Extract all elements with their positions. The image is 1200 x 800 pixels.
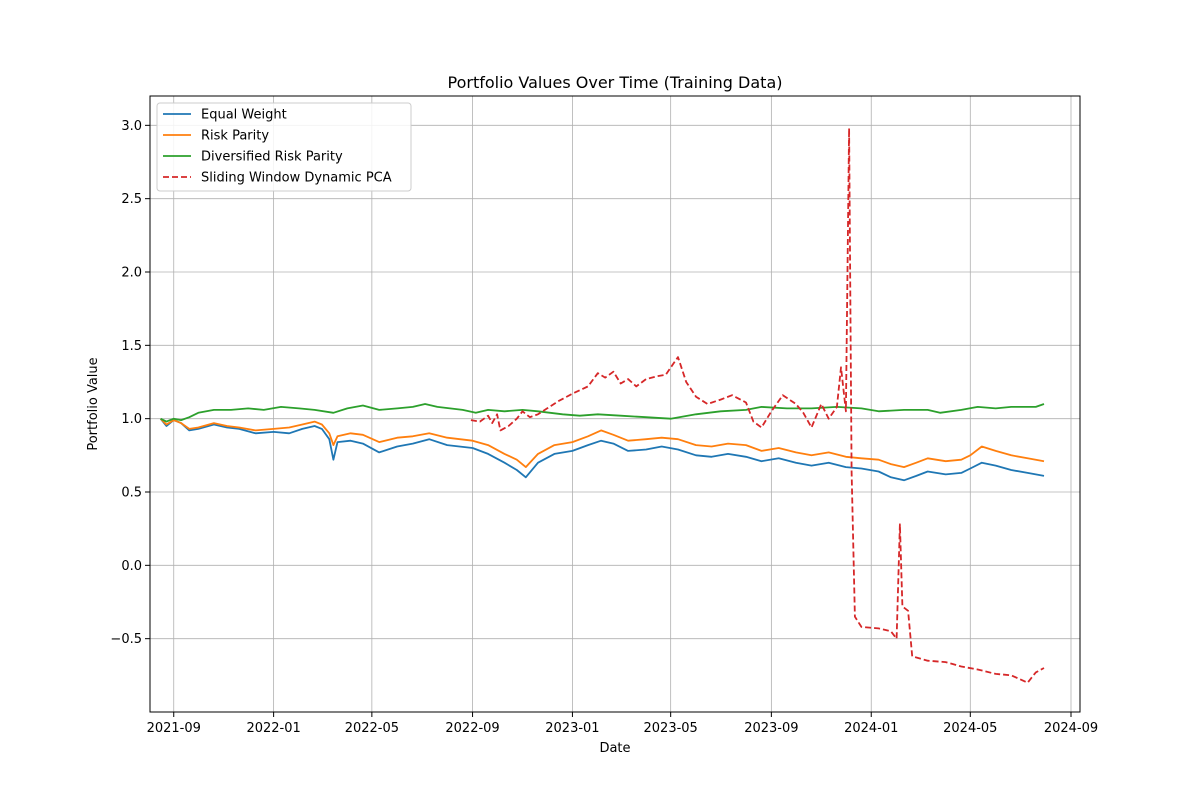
series-line-4: [470, 127, 1045, 684]
series-line-1: [159, 418, 1045, 482]
legend-label: Sliding Window Dynamic PCA: [201, 171, 392, 186]
y-tick-label: 3.0: [121, 119, 142, 134]
x-axis-label: Date: [599, 741, 630, 756]
x-tick-label: 2022-05: [345, 721, 399, 736]
plot-frame: [149, 95, 1081, 713]
y-tick-label: 0.5: [121, 486, 142, 501]
y-axis-ticks: −0.5 0.0 0.5 1.0 1.5 2.0 2.5 3.0: [110, 119, 150, 647]
y-tick-label: 2.5: [121, 192, 142, 207]
legend-label: Diversified Risk Parity: [201, 150, 343, 165]
legend: Equal Weight Risk Parity Diversified Risk …: [156, 102, 412, 192]
y-tick-label: −0.5: [110, 632, 142, 647]
legend-box: [156, 102, 412, 192]
chart-title: Portfolio Values Over Time (Training Dat…: [448, 73, 783, 92]
x-axis-ticks: 2021-09 2022-01 2022-05 2022-09 2023-01 2023-…: [147, 712, 1098, 736]
x-tick-label: 2024-05: [943, 721, 997, 736]
x-tick-label: 2023-01: [545, 721, 599, 736]
x-tick-label: 2024-01: [844, 721, 898, 736]
series-lines: [159, 127, 1045, 684]
series-line-2: [159, 418, 1045, 468]
x-tick-label: 2023-09: [744, 721, 798, 736]
y-tick-label: 1.5: [121, 339, 142, 354]
x-tick-label: 2022-01: [246, 721, 300, 736]
x-tick-label: 2023-05: [644, 721, 698, 736]
y-axis-label: Portfolio Value: [86, 357, 101, 450]
y-tick-label: 2.0: [121, 266, 142, 281]
y-tick-label: 1.0: [121, 412, 142, 427]
legend-label: Equal Weight: [201, 108, 287, 123]
x-tick-label: 2022-09: [445, 721, 499, 736]
y-tick-label: 0.0: [121, 559, 142, 574]
x-tick-label: 2024-09: [1044, 721, 1098, 736]
legend-label: Risk Parity: [201, 129, 269, 144]
x-tick-label: 2021-09: [147, 721, 201, 736]
series-line-3: [160, 403, 1045, 423]
grid: [150, 96, 1080, 712]
